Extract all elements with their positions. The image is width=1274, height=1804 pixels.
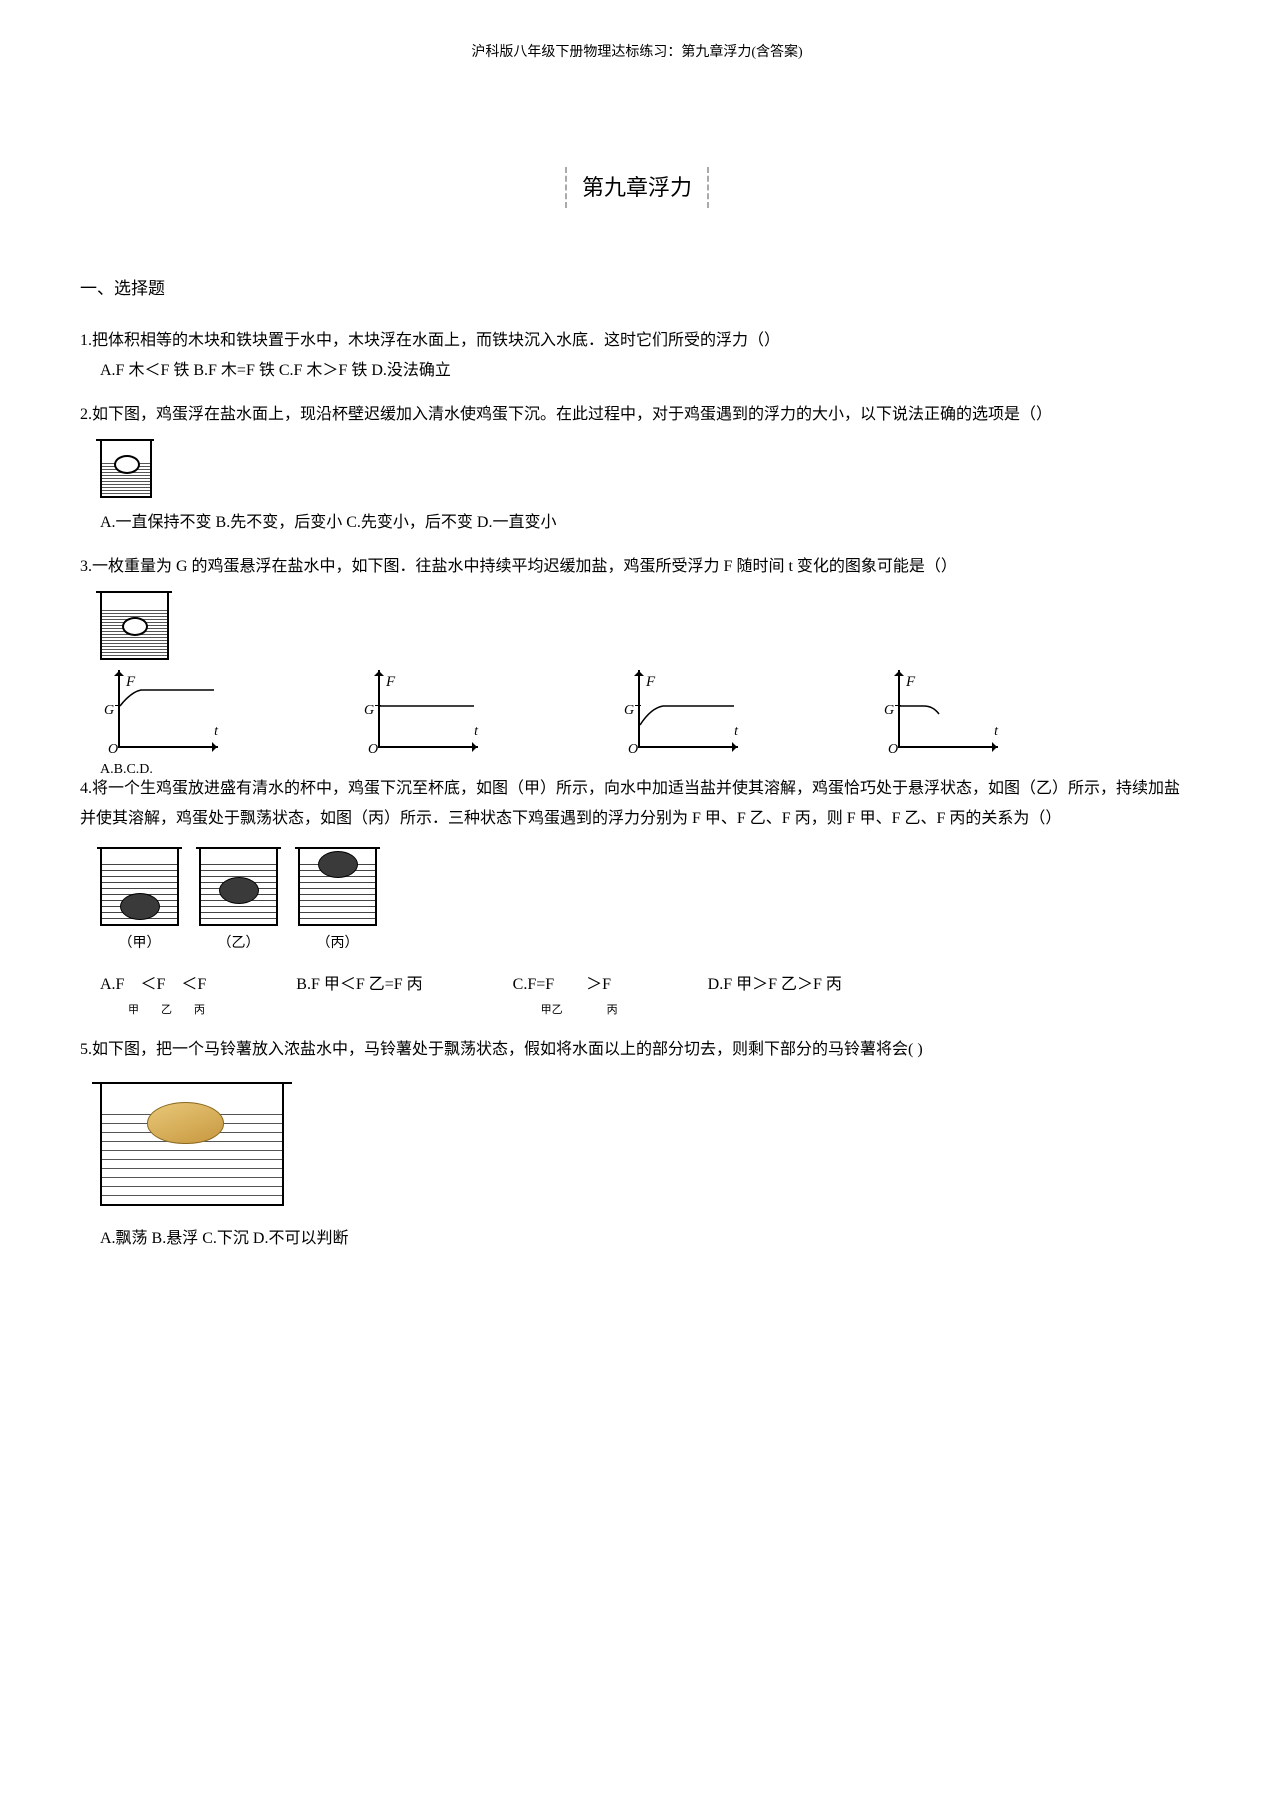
question-2: 2.如下图，鸡蛋浮在盐水面上，现沿杯壁迟缓加入清水使鸡蛋下沉。在此过程中，对于鸡… [80,400,1194,538]
question-5: 5.如下图，把一个马铃薯放入浓盐水中，马铃薯处于飘荡状态，假如将水面以上的部分切… [80,1035,1194,1254]
q1-text: 1.把体积相等的木块和铁块置于水中，木块浮在水面上，而铁块沉入水底．这时它们所受… [80,326,1194,356]
graph-a: F G O t A.B.C.D. [100,670,220,760]
q4-opt-b: B.F 甲＜F 乙=F 丙 [296,970,422,1021]
egg-icon [122,617,148,636]
page-header: 沪科版八年级下册物理达标练习：第九章浮力(含答案) [80,40,1194,67]
q3-graphs: F G O t A.B.C.D. F G O t F G O t [100,670,1194,760]
question-3: 3.一枚重量为 G 的鸡蛋悬浮在盐水中，如下图．往盐水中持续平均迟缓加盐，鸡蛋所… [80,552,1194,759]
q2-text: 2.如下图，鸡蛋浮在盐水面上，现沿杯壁迟缓加入清水使鸡蛋下沉。在此过程中，对于鸡… [80,400,1194,430]
graph-b: F G O t [360,670,480,760]
q4-opt-a: A.F ＜F ＜F 甲 乙 丙 [100,970,206,1021]
potato-icon [147,1102,224,1144]
q1-options: A.F 木＜F 铁 B.F 木=F 铁 C.F 木＞F 铁 D.没法确立 [100,356,1194,386]
question-4: 4.将一个生鸡蛋放进盛有清水的杯中，鸡蛋下沉至杯底，如图（甲）所示，向水中加适当… [80,774,1194,1022]
q4-opt-c: C.F=F ＞F 甲乙 丙 [513,970,618,1021]
egg-icon [114,455,140,474]
graph-c: F G O t [620,670,740,760]
q5-text: 5.如下图，把一个马铃薯放入浓盐水中，马铃薯处于飘荡状态，假如将水面以上的部分切… [80,1035,1194,1065]
graph-d: F G O t [880,670,1000,760]
q4-figure-labels: （甲） （乙） （丙） [100,931,1194,958]
beaker-jia [100,849,179,926]
q2-options: A.一直保持不变 B.先不变，后变小 C.先变小，后不变 D.一直变小 [100,508,1194,538]
section-title: 一、选择题 [80,273,1194,305]
q5-options: A.飘荡 B.悬浮 C.下沉 D.不可以判断 [100,1224,1194,1254]
q3-abcd-label: A.B.C.D. [100,757,153,784]
q2-figure-beaker [100,441,152,498]
beaker-bing [298,849,377,926]
beaker-yi [199,849,278,926]
q3-figure-beaker [100,593,169,660]
q4-figures [100,849,1194,926]
q3-text: 3.一枚重量为 G 的鸡蛋悬浮在盐水中，如下图．往盐水中持续平均迟缓加盐，鸡蛋所… [80,552,1194,582]
q4-opt-d: D.F 甲＞F 乙＞F 丙 [708,970,842,1021]
chapter-title: 第九章浮力 [565,167,709,209]
q4-text: 4.将一个生鸡蛋放进盛有清水的杯中，鸡蛋下沉至杯底，如图（甲）所示，向水中加适当… [80,774,1194,835]
question-1: 1.把体积相等的木块和铁块置于水中，木块浮在水面上，而铁块沉入水底．这时它们所受… [80,326,1194,387]
q4-options: A.F ＜F ＜F 甲 乙 丙 B.F 甲＜F 乙=F 丙 C.F=F ＞F 甲… [100,970,1194,1021]
q5-figure [100,1084,284,1206]
